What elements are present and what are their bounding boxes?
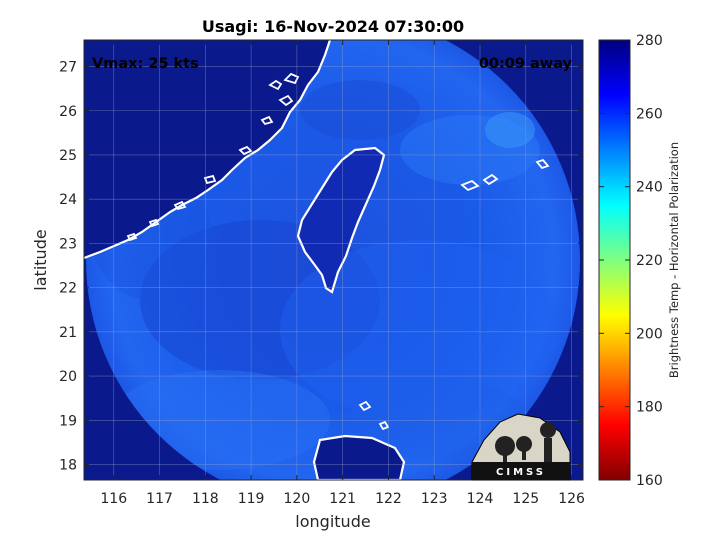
x-tick-label: 118 xyxy=(192,491,219,507)
taiwan-land xyxy=(296,146,386,294)
y-tick-label: 27 xyxy=(59,60,77,76)
y-tick-label: 23 xyxy=(59,236,77,252)
colorbar-tick-label: 180 xyxy=(636,400,663,416)
batanes-islands xyxy=(358,400,390,431)
cimss-logo: CIMSS xyxy=(471,413,571,481)
y-ticks: 18 19 20 21 22 23 24 25 26 27 xyxy=(59,60,583,474)
y-tick-label: 21 xyxy=(59,325,77,341)
colorbar-tick-label: 280 xyxy=(636,33,663,49)
colorbar-tick-label: 220 xyxy=(636,253,663,269)
plot-frame xyxy=(83,39,584,481)
gridlines xyxy=(84,40,583,480)
y-tick-label: 19 xyxy=(59,413,77,429)
time-offset-label: 00:09 away xyxy=(479,56,573,72)
colorbar-tick-label: 200 xyxy=(636,326,663,342)
y-tick-label: 22 xyxy=(59,281,77,297)
colorbar-title: Brightness Temp - Horizontal Polarizatio… xyxy=(667,142,681,378)
x-tick-label: 116 xyxy=(100,491,127,507)
x-tick-label: 120 xyxy=(284,491,311,507)
chart-title: Usagi: 16-Nov-2024 07:30:00 xyxy=(202,17,464,36)
colorbar-tick-label: 240 xyxy=(636,180,663,196)
colorbar: 160 180 200 220 240 260 280 Brightness Temp - … xyxy=(598,33,681,489)
x-tick-label: 124 xyxy=(467,491,494,507)
y-axis-title: latitude xyxy=(31,229,50,290)
x-tick-label: 125 xyxy=(512,491,539,507)
x-tick-label: 121 xyxy=(329,491,356,507)
colorbar-tick-label: 260 xyxy=(636,106,663,122)
cimss-logo-text: CIMSS xyxy=(496,467,546,478)
y-tick-label: 26 xyxy=(59,104,77,120)
colorbar-tick-label: 160 xyxy=(636,473,663,489)
vmax-label: Vmax: 25 kts xyxy=(92,56,199,72)
colorbar-gradient xyxy=(598,39,631,481)
ryukyu-islands xyxy=(460,158,550,192)
x-tick-label: 126 xyxy=(558,491,585,507)
y-tick-label: 25 xyxy=(59,148,77,164)
y-tick-label: 24 xyxy=(59,192,77,208)
x-ticks: 116 117 118 119 120 121 122 123 124 125 126 xyxy=(100,40,585,507)
china-land xyxy=(84,40,330,258)
x-tick-label: 123 xyxy=(421,491,448,507)
x-axis-title: longitude xyxy=(295,512,370,531)
y-tick-label: 18 xyxy=(59,458,77,474)
x-tick-label: 122 xyxy=(375,491,402,507)
x-tick-label: 117 xyxy=(146,491,173,507)
colorbar-ticks: 160 180 200 220 240 260 280 xyxy=(599,33,663,489)
y-tick-label: 20 xyxy=(59,369,77,385)
x-tick-label: 119 xyxy=(238,491,265,507)
luzon-land xyxy=(312,434,406,480)
